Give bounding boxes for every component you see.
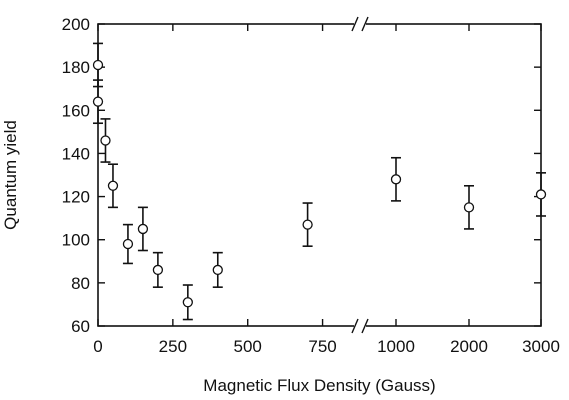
axis-break-mark — [361, 16, 369, 32]
data-point — [137, 223, 149, 235]
x-tick-label: 500 — [234, 337, 262, 356]
axis-break-gap — [354, 323, 366, 329]
y-tick-label: 180 — [62, 58, 90, 77]
data-point — [107, 180, 119, 191]
data-point — [535, 189, 547, 200]
y-tick-label: 120 — [62, 188, 90, 207]
data-point — [212, 264, 223, 276]
y-tick-label: 200 — [62, 15, 90, 34]
plot-frame — [97, 23, 542, 327]
x-tick-label: 750 — [308, 337, 336, 356]
axis-break-mark — [351, 16, 359, 32]
data-point — [152, 264, 164, 276]
data-point — [92, 96, 104, 107]
y-tick-label: 80 — [71, 274, 90, 293]
x-tick-label: 3000 — [522, 337, 560, 356]
data-point — [92, 59, 104, 71]
axis-break-mark — [351, 318, 359, 334]
data-point — [302, 219, 313, 230]
data-point — [390, 174, 402, 185]
data-point — [122, 238, 134, 250]
y-tick-label: 160 — [62, 101, 90, 120]
x-axis-label: Magnetic Flux Density (Gauss) — [203, 376, 435, 395]
data-point — [182, 297, 193, 308]
axis-break-mark — [361, 318, 369, 334]
axis-break-gap — [354, 21, 366, 27]
x-tick-label: 250 — [159, 337, 187, 356]
y-tick-label: 100 — [62, 231, 90, 250]
x-tick-label: 2000 — [450, 337, 488, 356]
data-point — [463, 202, 475, 213]
data-point — [100, 135, 111, 146]
y-tick-label: 60 — [71, 317, 90, 336]
y-axis-label: Quantum yield — [1, 120, 20, 230]
y-tick-label: 140 — [62, 144, 90, 163]
x-tick-label: 0 — [93, 337, 102, 356]
x-tick-label: 1000 — [377, 337, 415, 356]
